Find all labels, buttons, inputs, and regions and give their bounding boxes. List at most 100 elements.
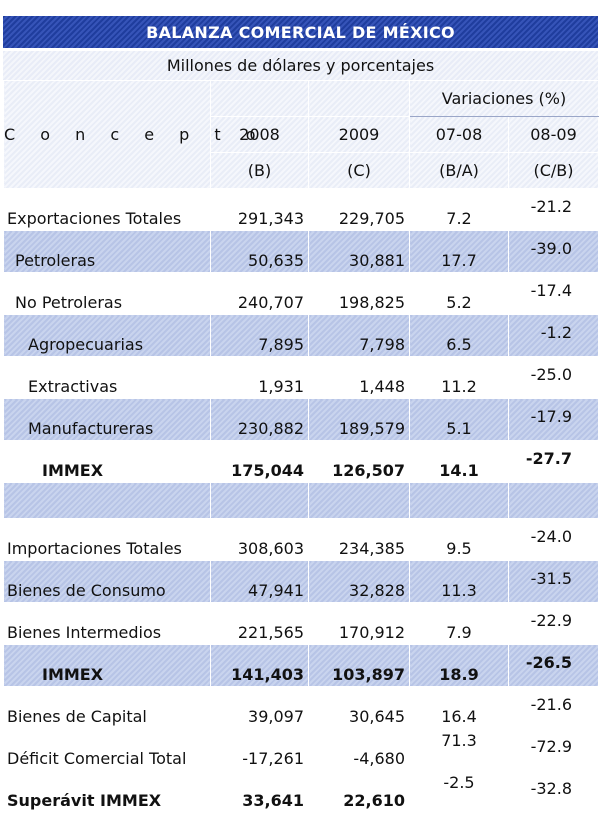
cell-2008: 291,343 (210, 188, 309, 231)
cell-2008: 308,603 (210, 518, 309, 561)
header-row-variaciones: C o n c e p t o Variaciones (%) (3, 80, 599, 189)
cell-2008: 141,403 (210, 644, 309, 687)
cell-2008: 47,941 (210, 560, 309, 603)
cell-var-08-09: -24.0 (508, 518, 599, 561)
cell-var-07-08: 17.7 (409, 230, 509, 273)
cell-2009: 103,897 (308, 644, 410, 687)
row-label: IMMEX (3, 644, 211, 687)
header-col-07-08: 07-08 (409, 116, 509, 153)
cell-var-07-08: 14.1 (409, 440, 509, 483)
cell-2009: 229,705 (308, 188, 410, 231)
cell-2008: 33,641 (210, 770, 309, 813)
row-label: Bienes de Capital (3, 686, 211, 729)
row-label: Agropecuarias (3, 314, 211, 357)
header-col-08-09: 08-09 (508, 116, 599, 153)
cell-var-07-08: 7.2 (409, 188, 509, 231)
cell-var-07-08: 71.3 (409, 728, 509, 771)
header-row-years: 2008 2009 07-08 08-09 (4, 116, 599, 153)
table-row: IMMEX 175,044 126,507 14.1 -27.7 (3, 440, 599, 483)
table-row: Manufactureras 230,882 189,579 5.1 -17.9 (3, 398, 599, 441)
table-row: Exportaciones Totales 291,343 229,705 7.… (3, 188, 599, 231)
cell-2008: 175,044 (210, 440, 309, 483)
cell-var-07-08: 11.3 (409, 560, 509, 603)
cell-var-07-08: 5.1 (409, 398, 509, 441)
header-col-2009: 2009 (308, 116, 410, 153)
cell-var-08-09: -27.7 (508, 440, 599, 483)
cell-2008: 7,895 (210, 314, 309, 357)
table-row: Bienes de Capital 39,097 30,645 16.4 -21… (3, 686, 599, 729)
row-label: Importaciones Totales (3, 518, 211, 561)
row-label: No Petroleras (3, 272, 211, 315)
table-row-spacer (3, 482, 599, 519)
table-row: Déficit Comercial Total -17,261 -4,680 7… (3, 728, 599, 771)
balanza-table-panel: BALANZA COMERCIAL DE MÉXICO Millones de … (3, 16, 599, 813)
cell-var-07-08: 5.2 (409, 272, 509, 315)
table-title: BALANZA COMERCIAL DE MÉXICO (3, 16, 598, 48)
header-sub-c: (C) (308, 152, 410, 189)
table-row: Petroleras 50,635 30,881 17.7 -39.0 (3, 230, 599, 273)
cell-2008: 1,931 (210, 356, 309, 399)
header-col-2008: 2008 (210, 116, 309, 153)
cell-2009: 126,507 (308, 440, 410, 483)
row-label: Bienes Intermedios (3, 602, 211, 645)
row-label: Déficit Comercial Total (3, 728, 211, 771)
cell-2009: 234,385 (308, 518, 410, 561)
row-label: Extractivas (3, 356, 211, 399)
trade-balance-table: C o n c e p t o Variaciones (%) 2008 200… (3, 80, 599, 813)
cell-var-07-08: 11.2 (409, 356, 509, 399)
cell-2009: 30,881 (308, 230, 410, 273)
table-row: Extractivas 1,931 1,448 11.2 -25.0 (3, 356, 599, 399)
cell-2009: 22,610 (308, 770, 410, 813)
cell-var-07-08: 9.5 (409, 518, 509, 561)
header-sub-cb: (C/B) (508, 152, 599, 189)
table-row: Superávit IMMEX 33,641 22,610 -2.5 -32.8 (3, 770, 599, 813)
cell-var-08-09: -17.9 (508, 398, 599, 441)
cell-var-07-08: 18.9 (409, 644, 509, 687)
cell-2008: 230,882 (210, 398, 309, 441)
cell-2009: 30,645 (308, 686, 410, 729)
cell-var-08-09: -26.5 (508, 644, 599, 687)
cell-2008: 39,097 (210, 686, 309, 729)
row-label: Exportaciones Totales (3, 188, 211, 231)
cell-2009: 1,448 (308, 356, 410, 399)
cell-2009: 7,798 (308, 314, 410, 357)
cell-2008: 240,707 (210, 272, 309, 315)
cell-var-08-09: -17.4 (508, 272, 599, 315)
table-row: IMMEX 141,403 103,897 18.9 -26.5 (3, 644, 599, 687)
table-row: Bienes de Consumo 47,941 32,828 11.3 -31… (3, 560, 599, 603)
cell-2009: 189,579 (308, 398, 410, 441)
cell-var-08-09: -1.2 (508, 314, 599, 357)
table-row: No Petroleras 240,707 198,825 5.2 -17.4 (3, 272, 599, 315)
header-concepto: C o n c e p t o (3, 80, 256, 189)
row-label: Bienes de Consumo (3, 560, 211, 603)
cell-2008: 221,565 (210, 602, 309, 645)
cell-2009: -4,680 (308, 728, 410, 771)
row-label: Superávit IMMEX (3, 770, 211, 813)
table-row: Importaciones Totales 308,603 234,385 9.… (3, 518, 599, 561)
row-label: IMMEX (3, 440, 211, 483)
cell-var-08-09: -31.5 (508, 560, 599, 603)
table-row: Agropecuarias 7,895 7,798 6.5 -1.2 (3, 314, 599, 357)
header-sub-b: (B) (210, 152, 309, 189)
cell-var-08-09: -22.9 (508, 602, 599, 645)
cell-var-08-09: -21.6 (508, 686, 599, 729)
table-subtitle: Millones de dólares y porcentajes (3, 50, 598, 80)
row-label: Manufactureras (3, 398, 211, 441)
cell-2008: -17,261 (210, 728, 309, 771)
cell-var-08-09: -39.0 (508, 230, 599, 273)
row-label: Petroleras (3, 230, 211, 273)
cell-var-08-09: -25.0 (508, 356, 599, 399)
cell-2009: 32,828 (308, 560, 410, 603)
header-variaciones: Variaciones (%) (409, 80, 599, 117)
header-sub-ba: (B/A) (409, 152, 509, 189)
table-row: Bienes Intermedios 221,565 170,912 7.9 -… (3, 602, 599, 645)
cell-2009: 170,912 (308, 602, 410, 645)
cell-var-07-08: -2.5 (409, 770, 509, 813)
cell-2008: 50,635 (210, 230, 309, 273)
cell-var-07-08: 7.9 (409, 602, 509, 645)
cell-var-07-08: 16.4 (409, 686, 509, 729)
cell-2009: 198,825 (308, 272, 410, 315)
cell-var-08-09: -21.2 (508, 188, 599, 231)
cell-var-07-08: 6.5 (409, 314, 509, 357)
cell-var-08-09: -72.9 (508, 728, 599, 771)
